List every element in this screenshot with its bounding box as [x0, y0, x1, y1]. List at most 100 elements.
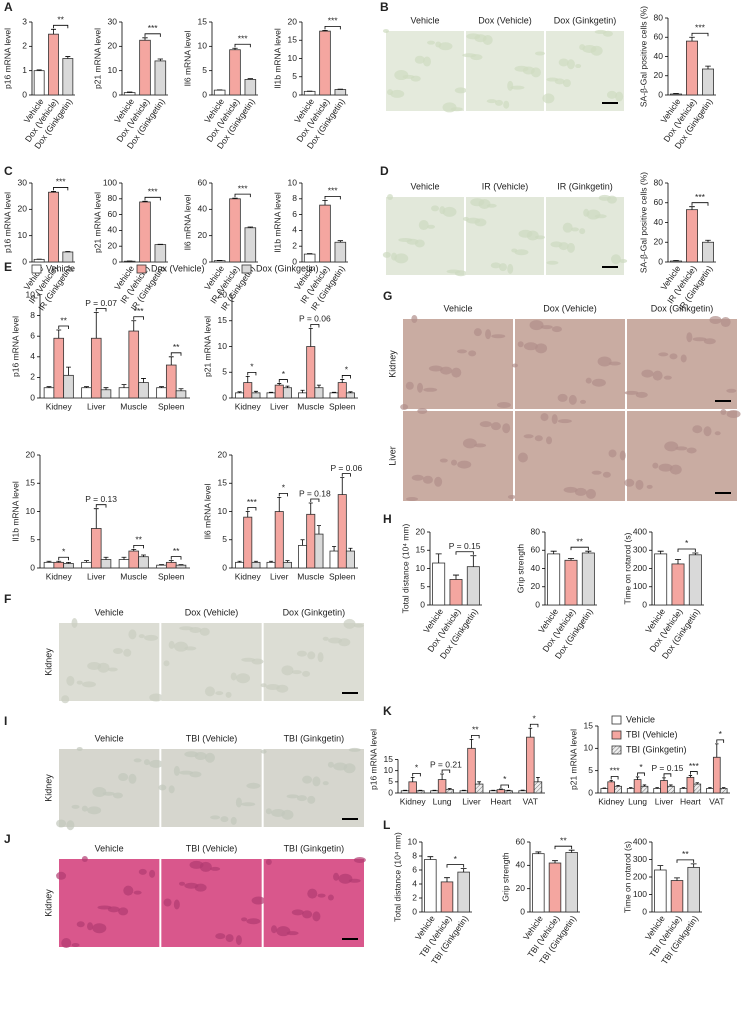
significance-label: *** [56, 177, 67, 187]
bar [53, 337, 65, 399]
cell [550, 241, 563, 248]
cell [428, 365, 443, 372]
column-label: IR (Ginkgetin) [557, 181, 613, 191]
significance-bracket [341, 375, 351, 379]
y-tick-label: 2 [22, 41, 27, 51]
cell [394, 253, 409, 264]
micrograph [59, 749, 160, 827]
column-label: Dox (Vehicle) [185, 607, 239, 617]
error-bar [168, 560, 174, 563]
cell [692, 337, 707, 342]
y-axis-label: Il1b mRNA level [10, 481, 20, 542]
bar [251, 392, 261, 399]
cell [400, 403, 409, 410]
error-bar [655, 787, 659, 789]
bar [243, 382, 253, 399]
cell [260, 749, 267, 754]
y-axis-label: Time on rotarod (s) [622, 841, 632, 913]
y-axis-label: Il6 mRNA level [202, 484, 212, 540]
bar [319, 204, 331, 263]
error-bar [616, 785, 620, 787]
significance-label: ** [576, 536, 583, 546]
significance-label: P = 0.18 [299, 488, 331, 498]
bar [633, 779, 642, 794]
significance-label: *** [689, 761, 700, 771]
x-tick-label: Lung [433, 796, 452, 806]
error-bar [253, 390, 258, 393]
x-tick-label: Muscle [120, 571, 147, 581]
significance-bracket [53, 187, 69, 191]
cell [435, 41, 442, 48]
cell [597, 356, 612, 367]
cell [619, 258, 628, 263]
error-bar [322, 199, 328, 206]
bar [175, 390, 187, 399]
cell [411, 474, 424, 481]
cell [168, 785, 175, 794]
y-tick-label: 10 [384, 765, 394, 775]
error-bar [308, 328, 313, 347]
y-axis-label: Il6 mRNA level [182, 31, 192, 87]
cell [184, 751, 199, 758]
y-tick-label: 20 [198, 230, 208, 240]
y-tick-label: 0 [388, 787, 393, 797]
y-tick-label: 4 [292, 225, 297, 235]
cell [387, 89, 394, 96]
cell [138, 634, 145, 639]
y-tick-label: 60 [198, 177, 208, 187]
cell [418, 220, 429, 231]
y-axis-label: Il6 mRNA level [182, 195, 192, 251]
cell [414, 55, 425, 64]
bar [548, 862, 562, 913]
significance-label: *** [695, 23, 706, 33]
significance-bracket [455, 551, 474, 555]
bar [139, 201, 151, 263]
y-tick-label: 10 [26, 289, 36, 299]
significance-bracket [691, 202, 709, 206]
cell [491, 334, 506, 339]
bar [581, 552, 595, 606]
column-label: TBI (Ginkgetin) [284, 843, 345, 853]
cell [517, 452, 528, 463]
bar [156, 387, 167, 399]
cell [486, 99, 497, 104]
cell [535, 343, 548, 354]
cell [353, 856, 366, 863]
cell [703, 426, 712, 437]
y-axis-label: SA-β-Gal positive cells (%) [638, 172, 648, 273]
error-bar [348, 391, 353, 393]
column-label: Vehicle [410, 181, 439, 191]
cell [112, 648, 123, 655]
y-axis-label: p21 mRNA level [92, 192, 102, 253]
cell [507, 263, 514, 274]
y-tick-label: 60 [531, 545, 541, 555]
y-tick-label: 5 [588, 765, 593, 775]
error-bar [56, 560, 62, 563]
bar [165, 364, 177, 399]
legend-swatch [136, 264, 147, 274]
cell [235, 797, 242, 808]
bar [274, 511, 284, 569]
cell [92, 786, 107, 797]
error-bar [498, 788, 503, 790]
cell [546, 260, 559, 265]
error-bar [316, 384, 321, 388]
cell [87, 661, 102, 670]
legend-swatch [611, 715, 622, 725]
cell [81, 856, 88, 862]
error-bar [178, 564, 184, 566]
y-tick-label: 0 [292, 89, 297, 99]
bar [457, 871, 470, 913]
error-bar [447, 788, 452, 790]
cell [112, 792, 123, 799]
bar [719, 788, 728, 794]
bar [128, 330, 140, 399]
cell [265, 858, 272, 865]
x-tick-label: Muscle [297, 401, 324, 411]
legend-label: Dox (Ginkgetin) [256, 263, 319, 273]
cell [686, 332, 693, 343]
significance-label: * [503, 774, 507, 784]
significance-bracket [500, 784, 509, 788]
bar [688, 554, 702, 606]
cell [92, 923, 107, 934]
